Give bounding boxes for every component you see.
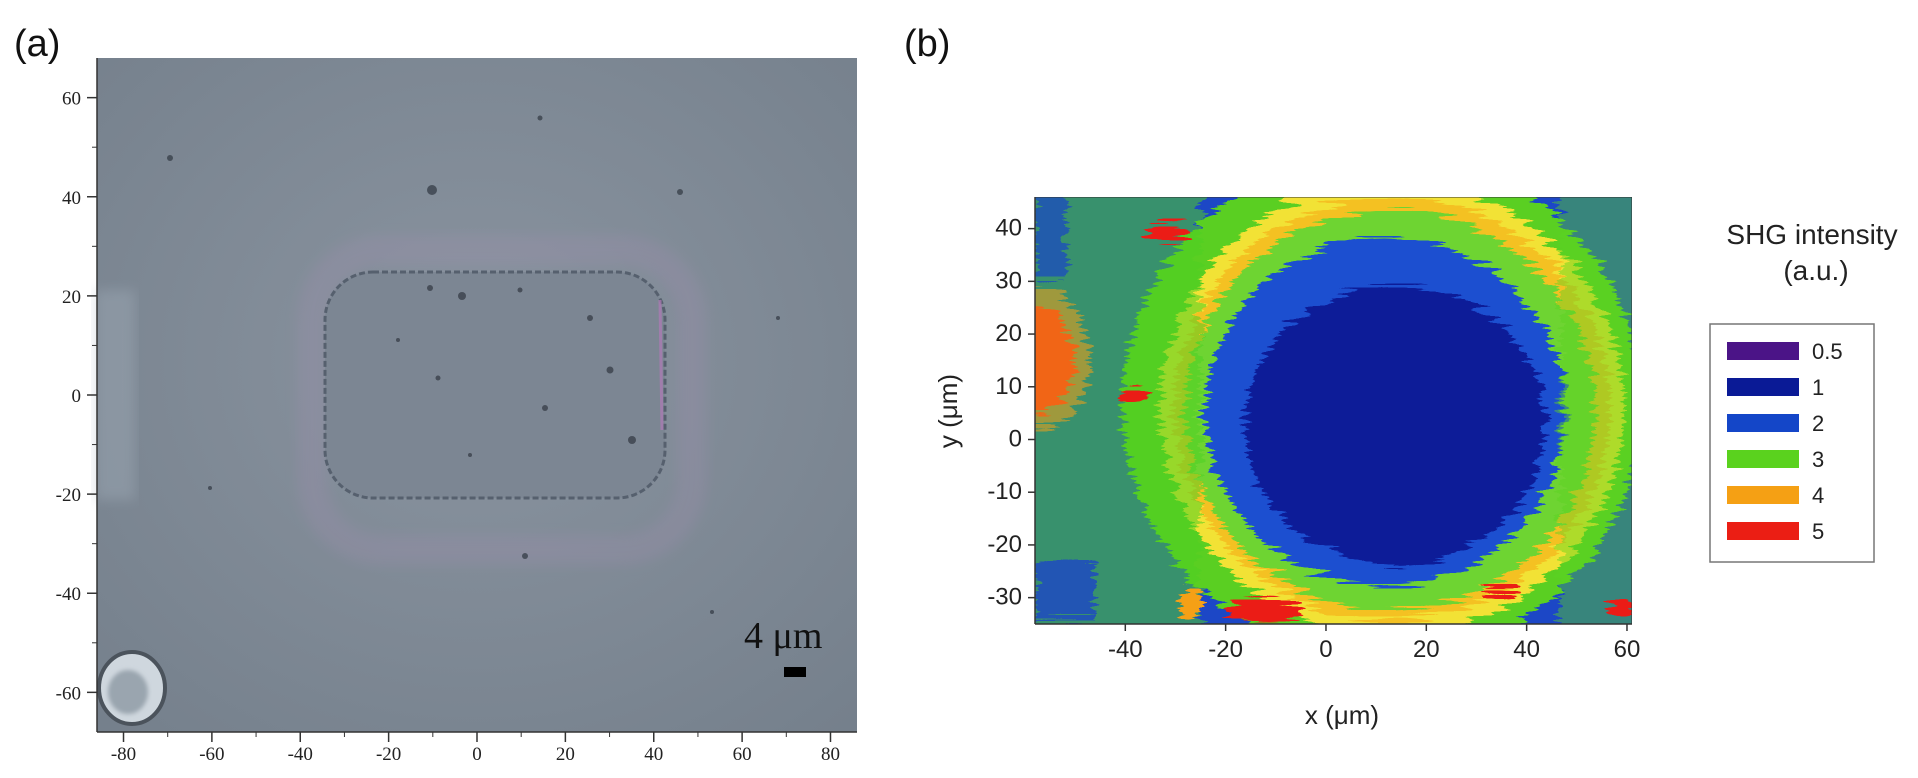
micrograph-panel: 4 μm [95,58,857,732]
x-tick-label: -40 [1108,636,1143,663]
etched-region-outline [323,270,667,500]
scale-bar [784,667,806,677]
micrograph-axes: -80 -60 -40 -20 0 20 40 60 80 60 40 20 0 -20 -40 -60 [56,58,857,765]
legend-item-label: 4 [1812,483,1824,508]
y-tick-label: -30 [987,584,1022,611]
y-tick-label: -20 [987,531,1022,558]
y-tick-label: 20 [995,320,1022,347]
y-tick-label: 40 [62,188,81,209]
y-tick-label: 0 [1009,425,1022,452]
y-tick-label: 10 [995,373,1022,400]
x-tick-label: 80 [821,744,840,765]
legend-title-line-1: SHG intensity [1726,219,1897,250]
x-tick-label: 0 [472,744,482,765]
x-tick-label: 60 [733,744,752,765]
y-tick-label: 60 [62,89,81,110]
legend: SHG intensity (a.u.) 0.5 1 2 3 4 5 [1709,219,1898,563]
y-tick-label: 40 [995,215,1022,242]
x-tick-label: 60 [1614,636,1641,663]
y-tick-label: 30 [995,267,1022,294]
legend-item-label: 2 [1812,411,1824,436]
legend-item-label: 0.5 [1812,339,1843,364]
legend-swatch [1727,486,1799,504]
legend-swatch [1727,450,1799,468]
x-tick-label: -40 [288,744,313,765]
x-tick-label: -80 [111,744,136,765]
shg-map [1035,197,1632,624]
legend-item-label: 5 [1812,519,1824,544]
legend-title-line-2: (a.u.) [1783,255,1848,286]
y-tick-label: -60 [56,683,81,704]
y-tick-label: 0 [72,386,82,407]
y-axis-title: y (μm) [933,374,963,448]
y-tick-label: -10 [987,478,1022,505]
x-tick-label: 20 [1413,636,1440,663]
x-tick-label: 40 [644,744,663,765]
x-tick-label: 40 [1513,636,1540,663]
legend-swatch [1727,342,1799,360]
y-tick-label: -20 [56,485,81,506]
y-tick-label: 20 [62,287,81,308]
panel-label-b: (b) [904,23,950,65]
legend-swatch [1727,378,1799,396]
y-tick-label: -40 [56,584,81,605]
legend-swatch [1727,522,1799,540]
x-axis-title: x (μm) [1305,700,1379,730]
surface-specks [167,115,780,614]
legend-swatch [1727,414,1799,432]
legend-item-label: 3 [1812,447,1824,472]
x-tick-label: -20 [376,744,401,765]
x-tick-label: -60 [199,744,224,765]
legend-item-label: 1 [1812,375,1824,400]
x-tick-label: -20 [1208,636,1243,663]
x-tick-label: 20 [556,744,575,765]
shg-map-axes: -40 -20 0 20 40 60 40 30 20 10 0 -10 -20 -30 [987,197,1640,663]
x-tick-label: 0 [1319,636,1332,663]
panel-label-a: (a) [14,23,60,65]
surface-defect [97,650,167,726]
scale-bar-label: 4 μm [744,615,822,657]
